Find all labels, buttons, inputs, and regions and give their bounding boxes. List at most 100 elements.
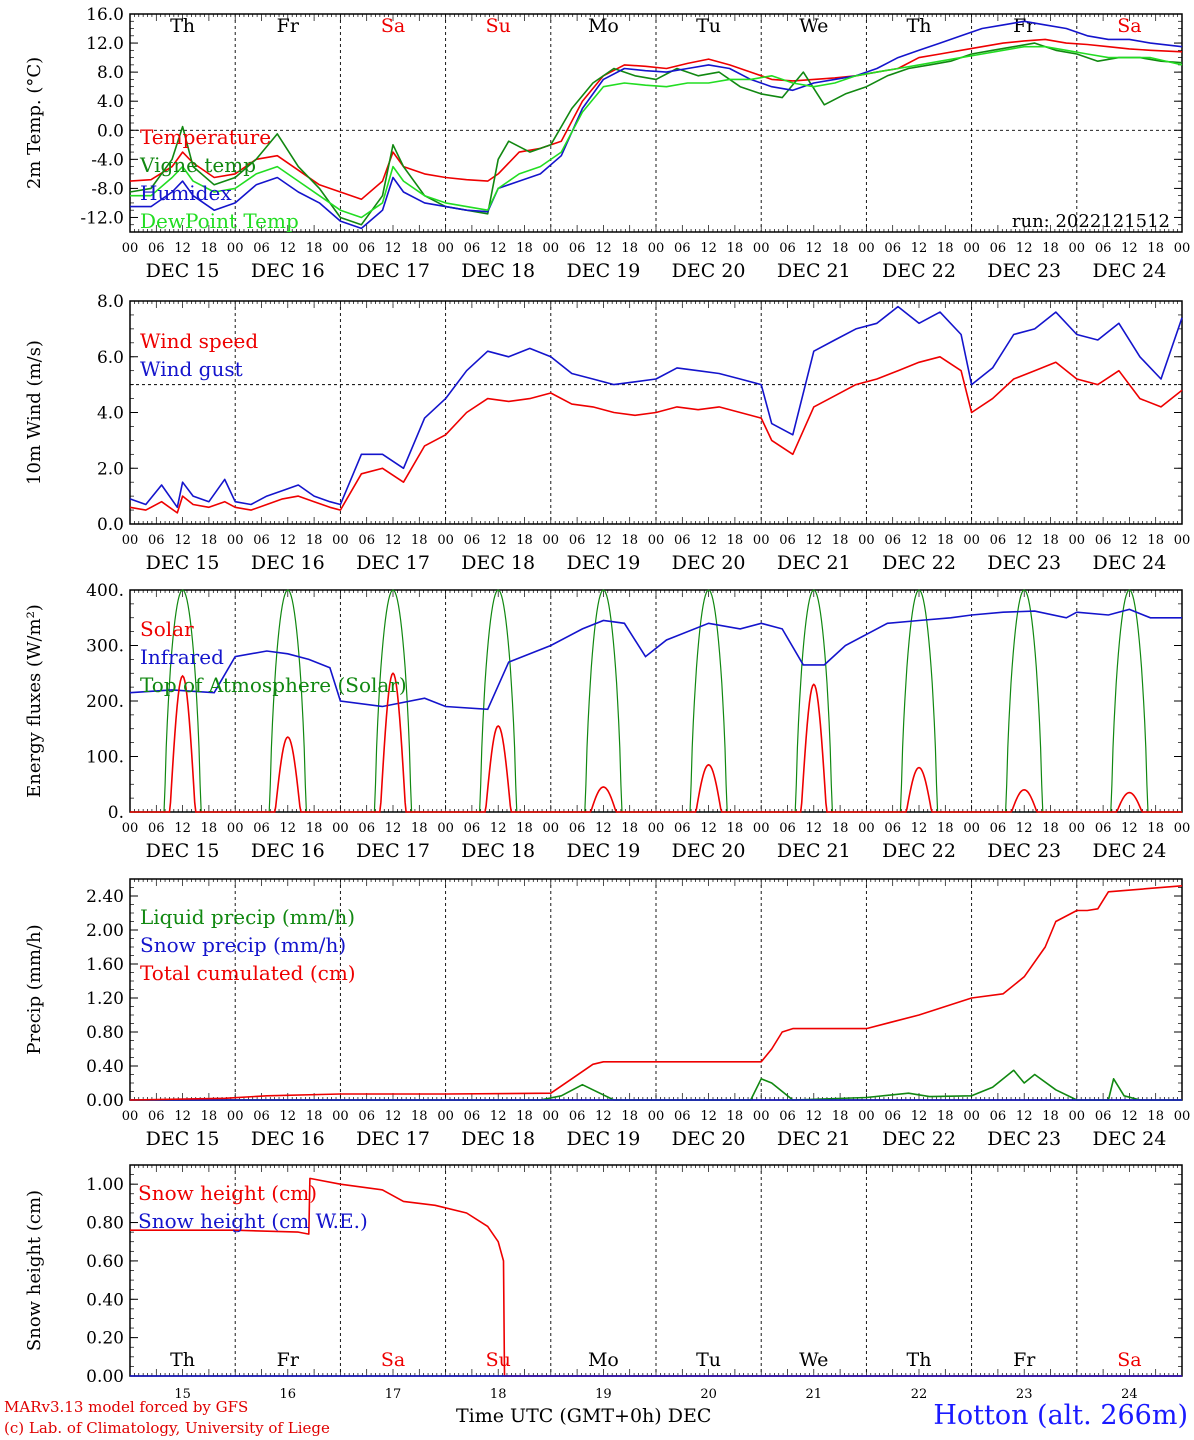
hour-tick-label: 00 — [437, 1109, 454, 1124]
weekday-label: Su — [486, 15, 511, 37]
hour-tick-label: 18 — [516, 241, 533, 256]
hour-tick-label: 00 — [648, 241, 665, 256]
hour-tick-label: 00 — [858, 1109, 875, 1124]
hour-tick-label: 06 — [148, 241, 165, 256]
hour-tick-label: 00 — [753, 241, 770, 256]
hour-tick-label: 18 — [1147, 241, 1164, 256]
hour-tick-label: 18 — [306, 533, 323, 548]
hour-tick-label: 18 — [937, 821, 954, 836]
weekday-label: Mo — [588, 15, 619, 37]
y-tick-label: 100. — [86, 748, 124, 768]
date-label: DEC 15 — [146, 260, 220, 282]
hour-tick-label: 06 — [148, 1109, 165, 1124]
hour-tick-label: 18 — [411, 241, 428, 256]
date-label: DEC 15 — [146, 1128, 220, 1150]
y-tick-label: 200. — [86, 692, 124, 712]
hour-tick-label: 18 — [516, 533, 533, 548]
weekday-label: Su — [486, 1349, 511, 1371]
date-label: DEC 17 — [356, 260, 430, 282]
y-tick-label: -4.0 — [91, 150, 124, 170]
y-tick-label: 0.0 — [97, 515, 124, 535]
date-label: DEC 17 — [356, 1128, 430, 1150]
date-label: DEC 23 — [987, 552, 1061, 574]
y-tick-label: 6.0 — [97, 348, 124, 368]
hour-tick-label: 00 — [648, 1109, 665, 1124]
hour-tick-label: 12 — [911, 821, 928, 836]
legend-entry: Wind gust — [140, 357, 243, 381]
hour-tick-label: 00 — [332, 241, 349, 256]
run-annotation: run: 2022121512 — [1012, 211, 1170, 232]
hour-tick-label: 18 — [1042, 821, 1059, 836]
hour-tick-label: 12 — [700, 241, 717, 256]
hour-tick-label: 00 — [332, 533, 349, 548]
hour-tick-label: 12 — [280, 241, 297, 256]
hour-tick-label: 06 — [779, 1109, 796, 1124]
hour-tick-label: 00 — [227, 821, 244, 836]
hour-tick-label: 12 — [595, 241, 612, 256]
hour-tick-label: 12 — [911, 1109, 928, 1124]
hour-tick-label: 00 — [1174, 533, 1191, 548]
hour-tick-label: 12 — [174, 821, 191, 836]
hour-tick-label: 12 — [280, 821, 297, 836]
hour-tick-label: 00 — [858, 241, 875, 256]
series-solar — [130, 672, 1182, 813]
legend-entry: Temperature — [140, 125, 271, 149]
hour-tick-label: 12 — [700, 821, 717, 836]
hour-tick-label: 06 — [1095, 1109, 1112, 1124]
hour-tick-label: 18 — [937, 241, 954, 256]
hour-tick-label: 00 — [543, 1109, 560, 1124]
hour-tick-label: 00 — [1174, 1109, 1191, 1124]
hour-tick-label: 12 — [700, 533, 717, 548]
chart-panel-5: 1.00 0.80 0.60 0.40 0.20 0.00 Snow height (cm)… — [24, 1164, 1183, 1400]
hour-tick-label: 00 — [753, 821, 770, 836]
hour-tick-label: 06 — [358, 821, 375, 836]
day-number-label: 19 — [595, 1387, 612, 1400]
y-tick-label: 0. — [108, 803, 124, 823]
hour-tick-label: 18 — [832, 821, 849, 836]
weekday-label: Fr — [1013, 1349, 1036, 1371]
series-humidex — [130, 20, 1183, 230]
series-snow-height-cm — [130, 1177, 1182, 1377]
y-tick-label: 4.0 — [97, 92, 124, 112]
y-tick-label: 1.60 — [86, 955, 124, 975]
hour-tick-label: 00 — [1174, 241, 1191, 256]
hour-tick-label: 00 — [437, 241, 454, 256]
hour-tick-label: 18 — [937, 533, 954, 548]
hour-tick-label: 18 — [201, 821, 218, 836]
legend-entry: Liquid precip (mm/h) — [140, 905, 355, 929]
weekday-label: Th — [170, 15, 195, 37]
hour-tick-label: 00 — [332, 821, 349, 836]
hour-tick-label: 12 — [806, 821, 823, 836]
legend-entry: Humidex — [140, 181, 232, 205]
hour-tick-label: 06 — [358, 533, 375, 548]
hour-tick-label: 00 — [122, 1109, 139, 1124]
legend-entry: Wind speed — [140, 329, 258, 353]
date-label: DEC 22 — [882, 1128, 956, 1150]
hour-tick-label: 06 — [779, 241, 796, 256]
hour-tick-label: 00 — [858, 533, 875, 548]
y-axis-label: Precip (mm/h) — [24, 924, 45, 1054]
chart-panel-2: 8.0 6.0 4.0 2.0 0.0 10m Wind (m/s) 00 06 12 18 DEC… — [24, 292, 1190, 574]
hour-tick-label: 12 — [385, 533, 402, 548]
hour-tick-label: 06 — [990, 1109, 1007, 1124]
hour-tick-label: 00 — [753, 533, 770, 548]
weekday-label: Th — [907, 1349, 932, 1371]
hour-tick-label: 00 — [1069, 241, 1086, 256]
hour-tick-label: 00 — [332, 1109, 349, 1124]
day-number-label: 21 — [806, 1387, 823, 1400]
date-label: DEC 20 — [672, 552, 746, 574]
weekday-label: Sa — [381, 15, 405, 37]
hour-tick-label: 06 — [569, 241, 586, 256]
hour-tick-label: 06 — [358, 241, 375, 256]
hour-tick-label: 12 — [385, 1109, 402, 1124]
hour-tick-label: 06 — [884, 533, 901, 548]
hour-tick-label: 12 — [490, 1109, 507, 1124]
legend-entry: Total cumulated (cm) — [140, 961, 356, 985]
hour-tick-label: 12 — [1016, 1109, 1033, 1124]
hour-tick-label: 18 — [832, 1109, 849, 1124]
hour-tick-label: 18 — [1042, 241, 1059, 256]
weekday-label: We — [799, 15, 828, 37]
hour-tick-label: 12 — [280, 533, 297, 548]
hour-tick-label: 12 — [806, 1109, 823, 1124]
y-axis-label: Snow height (cm) — [24, 1190, 45, 1351]
